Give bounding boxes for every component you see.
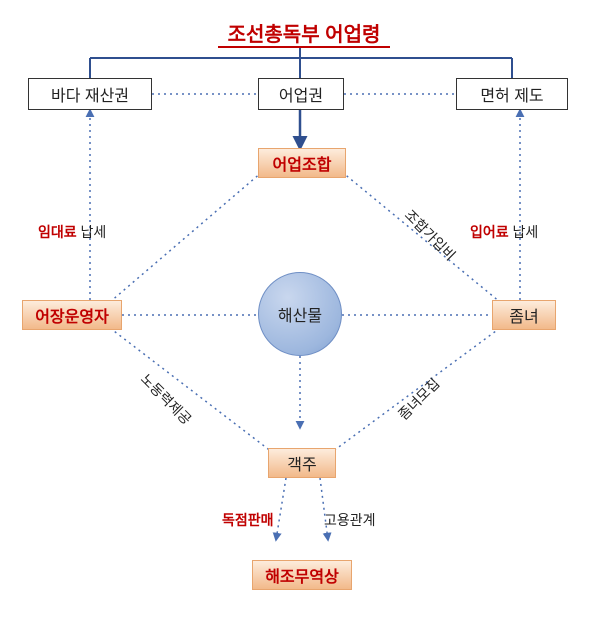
edge-label-monopoly: 독점판매 xyxy=(222,510,274,530)
node-label: 면허 제도 xyxy=(480,82,543,106)
node-label: 조선총독부 어업령 xyxy=(228,18,381,47)
node-label: 어업조합 xyxy=(273,151,332,175)
edge-label-labor: 노동력제공 xyxy=(136,369,196,429)
node-product: 해산물 xyxy=(258,272,342,356)
edge-label-entry_tax: 입어료 납세 xyxy=(470,222,538,242)
node-sea_rights: 바다 재산권 xyxy=(28,78,152,110)
edge-label-recruit: 좀녀모집 xyxy=(393,374,444,425)
edge-label-rent_tax: 임대료 납세 xyxy=(38,222,106,242)
node-title: 조선총독부 어업령 xyxy=(218,20,390,48)
node-label: 어업권 xyxy=(279,82,323,106)
node-label: 해산물 xyxy=(278,302,322,326)
node-license: 면허 제도 xyxy=(456,78,568,110)
node-fish_rights: 어업권 xyxy=(258,78,344,110)
node-trader: 해조무역상 xyxy=(252,560,352,590)
node-label: 객주 xyxy=(287,451,316,475)
node-coop: 어업조합 xyxy=(258,148,346,178)
node-broker: 객주 xyxy=(268,448,336,478)
node-label: 바다 재산권 xyxy=(51,82,129,106)
node-label: 해조무역상 xyxy=(265,563,339,587)
edge-label-join_fee: 조합가입비 xyxy=(400,205,460,265)
node-operator: 어장운영자 xyxy=(22,300,122,330)
node-label: 좀녀 xyxy=(509,303,538,327)
edge-label-employ: 고용관계 xyxy=(324,510,376,530)
node-diver: 좀녀 xyxy=(492,300,556,330)
node-label: 어장운영자 xyxy=(35,303,109,327)
